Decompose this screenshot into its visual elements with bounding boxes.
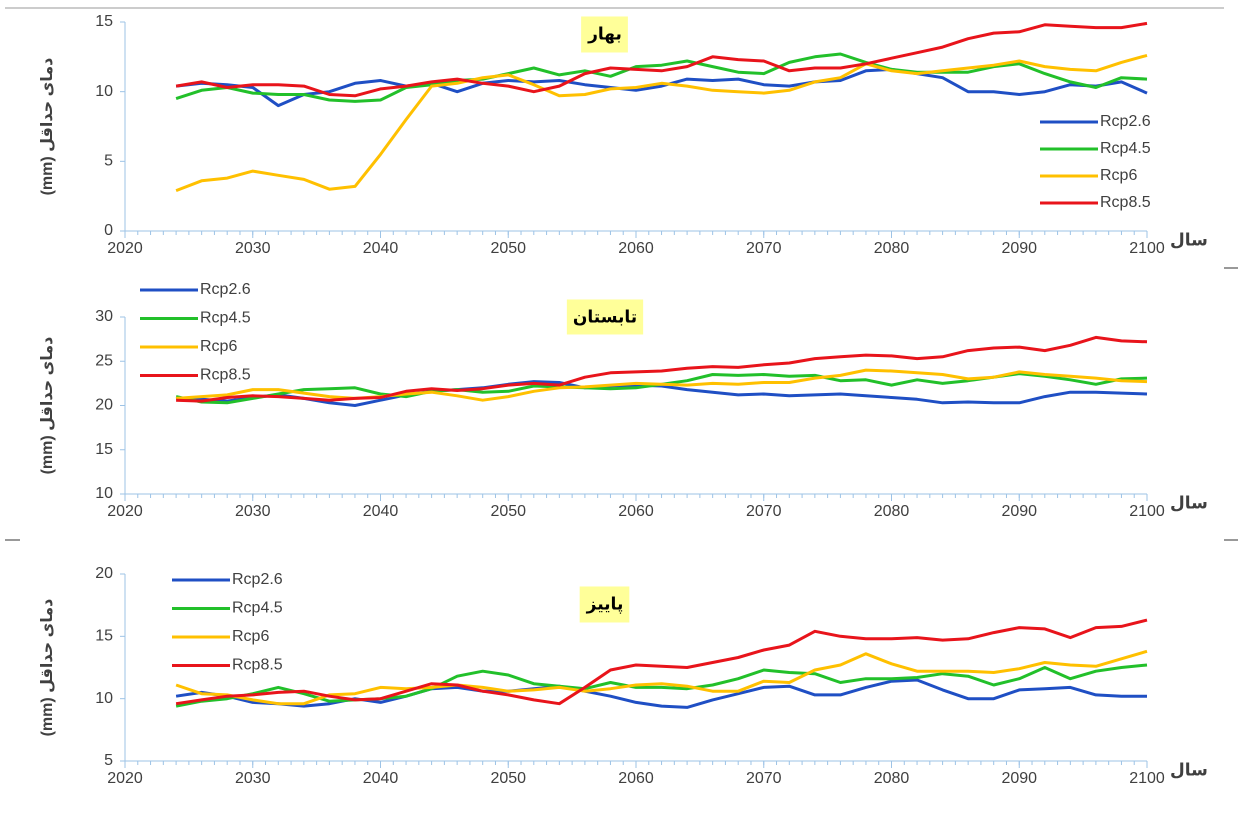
series-line — [175, 649, 1148, 706]
x-tick-label: 2020 — [107, 503, 143, 520]
chart-title: بهار — [587, 24, 622, 44]
chart-title: پاییز — [586, 594, 624, 614]
x-axis-label: سال — [1170, 493, 1208, 512]
legend-label: Rcp4.5 — [1100, 140, 1151, 157]
y-tick-label: 15 — [95, 13, 113, 30]
legend-label: Rcp6 — [1100, 167, 1137, 184]
x-tick-label: 2030 — [235, 770, 271, 787]
x-tick-label: 2060 — [618, 503, 654, 520]
x-tick-label: 2070 — [746, 770, 782, 787]
legend-label: Rcp4.5 — [232, 600, 283, 617]
x-tick-label: 2080 — [874, 770, 910, 787]
legend-label: Rcp8.5 — [1100, 194, 1151, 211]
series-line — [175, 368, 1148, 402]
legend-label: Rcp4.5 — [200, 310, 251, 327]
legend-label: Rcp8.5 — [232, 657, 283, 674]
title-background — [566, 299, 644, 335]
x-tick-label: 2100 — [1129, 770, 1165, 787]
x-tick-label: 2020 — [107, 240, 143, 257]
legend-label: Rcp2.6 — [232, 571, 283, 588]
title-background — [579, 586, 630, 623]
x-tick-label: 2100 — [1129, 503, 1165, 520]
y-tick-label: 15 — [95, 628, 113, 645]
y-tick-label: 10 — [95, 83, 113, 100]
y-tick-label: 20 — [95, 565, 113, 582]
series-line — [176, 335, 1148, 403]
y-axis-label: دمای حداقل (mm) — [39, 337, 56, 475]
x-tick-label: 2050 — [490, 503, 526, 520]
y-tick-label: 10 — [95, 485, 113, 502]
series-line — [175, 67, 1148, 108]
y-axis-label: دمای حداقل (mm) — [39, 599, 56, 737]
series-line — [175, 618, 1148, 706]
y-tick-label: 15 — [95, 441, 113, 458]
y-tick-label: 30 — [95, 308, 113, 325]
x-tick-label: 2090 — [1001, 503, 1037, 520]
y-tick-label: 20 — [95, 397, 113, 414]
y-axis-label: دمای حداقل (mm) — [39, 58, 56, 196]
title-background — [581, 16, 628, 53]
series-line — [175, 21, 1148, 98]
x-tick-label: 2090 — [1001, 240, 1037, 257]
series-line — [175, 52, 1148, 103]
y-tick-label: 25 — [95, 352, 113, 369]
x-tick-label: 2080 — [874, 503, 910, 520]
x-tick-label: 2090 — [1001, 770, 1037, 787]
x-tick-label: 2040 — [363, 503, 399, 520]
y-tick-label: 5 — [104, 752, 113, 769]
x-tick-label: 2060 — [618, 240, 654, 257]
series-line — [176, 380, 1148, 407]
x-tick-label: 2030 — [235, 503, 271, 520]
legend-label: Rcp8.5 — [200, 367, 251, 384]
chart-title: تابستان — [573, 307, 637, 326]
legend-label: Rcp2.6 — [200, 281, 251, 298]
y-tick-label: 5 — [104, 153, 113, 170]
x-axis-label: سال — [1170, 230, 1208, 249]
x-tick-label: 2030 — [235, 240, 271, 257]
x-tick-label: 2070 — [746, 503, 782, 520]
x-tick-label: 2060 — [618, 770, 654, 787]
x-tick-label: 2070 — [746, 240, 782, 257]
legend-label: Rcp2.6 — [1100, 113, 1151, 130]
series-line — [175, 663, 1148, 708]
y-tick-label: 10 — [95, 690, 113, 707]
legend-label: Rcp6 — [232, 628, 269, 645]
x-tick-label: 2100 — [1129, 240, 1165, 257]
x-tick-label: 2020 — [107, 770, 143, 787]
series-line — [175, 53, 1148, 193]
x-tick-label: 2040 — [363, 240, 399, 257]
x-tick-label: 2050 — [490, 770, 526, 787]
legend-label: Rcp6 — [200, 338, 237, 355]
x-tick-label: 2040 — [363, 770, 399, 787]
x-tick-label: 2050 — [490, 240, 526, 257]
x-tick-label: 2080 — [874, 240, 910, 257]
x-axis-label: سال — [1170, 760, 1208, 779]
y-tick-label: 0 — [104, 222, 113, 239]
